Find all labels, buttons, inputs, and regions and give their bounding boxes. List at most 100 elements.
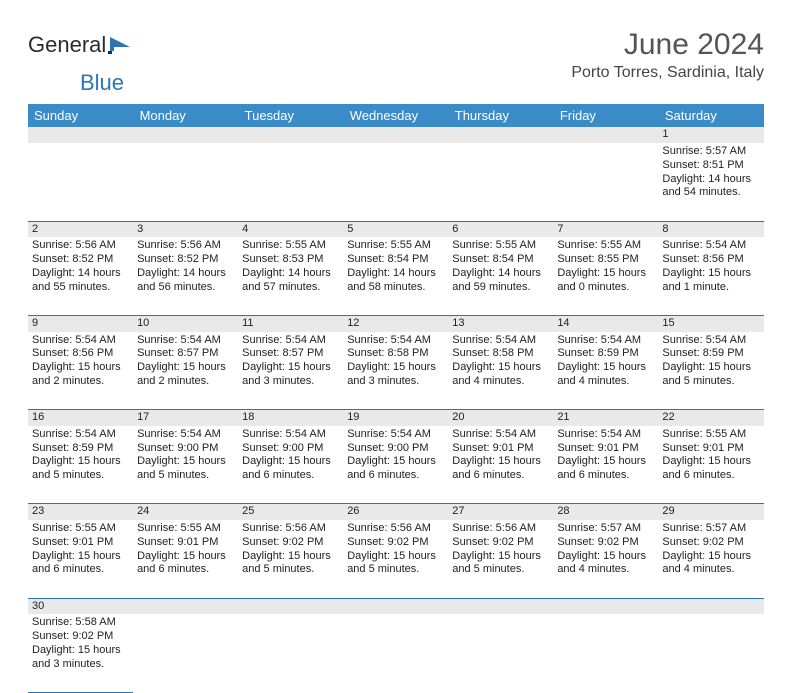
daylight: Daylight: 15 hours and 3 minutes. (32, 644, 129, 672)
dow-sat: Saturday (658, 104, 763, 127)
sunrise: Sunrise: 5:54 AM (32, 428, 129, 442)
day-number: 12 (343, 315, 448, 331)
day-cell: Sunrise: 5:56 AMSunset: 9:02 PMDaylight:… (343, 520, 448, 598)
day-cell (28, 143, 133, 221)
sunset: Sunset: 9:00 PM (347, 442, 444, 456)
daylight: Daylight: 15 hours and 6 minutes. (452, 455, 549, 483)
day-cell: Sunrise: 5:54 AMSunset: 8:59 PMDaylight:… (553, 332, 658, 410)
daylight: Daylight: 15 hours and 6 minutes. (662, 455, 759, 483)
sunset: Sunset: 8:52 PM (32, 253, 129, 267)
week-row: Sunrise: 5:54 AMSunset: 8:56 PMDaylight:… (28, 332, 764, 410)
sunset: Sunset: 8:56 PM (662, 253, 759, 267)
day-number: 22 (658, 410, 763, 426)
daylight: Daylight: 14 hours and 54 minutes. (662, 173, 759, 201)
day-cell: Sunrise: 5:55 AMSunset: 8:55 PMDaylight:… (553, 237, 658, 315)
day-cell (553, 143, 658, 221)
day-number: 26 (343, 504, 448, 520)
day-number: 3 (133, 221, 238, 237)
day-cell (343, 614, 448, 692)
day-cell: Sunrise: 5:55 AMSunset: 8:54 PMDaylight:… (448, 237, 553, 315)
daylight: Daylight: 15 hours and 1 minute. (662, 267, 759, 295)
calendar-table: Sunday Monday Tuesday Wednesday Thursday… (28, 104, 764, 693)
flag-icon (108, 35, 134, 55)
day-cell: Sunrise: 5:55 AMSunset: 8:54 PMDaylight:… (343, 237, 448, 315)
sunrise: Sunrise: 5:54 AM (137, 428, 234, 442)
daylight: Daylight: 14 hours and 56 minutes. (137, 267, 234, 295)
daylight: Daylight: 14 hours and 59 minutes. (452, 267, 549, 295)
sunrise: Sunrise: 5:54 AM (662, 239, 759, 253)
sunrise: Sunrise: 5:57 AM (662, 145, 759, 159)
sunset: Sunset: 9:02 PM (557, 536, 654, 550)
week-row: Sunrise: 5:58 AMSunset: 9:02 PMDaylight:… (28, 614, 764, 692)
day-cell: Sunrise: 5:54 AMSunset: 8:59 PMDaylight:… (28, 426, 133, 504)
dow-thu: Thursday (448, 104, 553, 127)
daylight: Daylight: 15 hours and 6 minutes. (32, 550, 129, 578)
week-row: Sunrise: 5:57 AMSunset: 8:51 PMDaylight:… (28, 143, 764, 221)
sunrise: Sunrise: 5:54 AM (242, 334, 339, 348)
sunset: Sunset: 8:58 PM (452, 347, 549, 361)
daylight: Daylight: 15 hours and 4 minutes. (557, 361, 654, 389)
day-cell: Sunrise: 5:54 AMSunset: 9:01 PMDaylight:… (553, 426, 658, 504)
week-row: Sunrise: 5:56 AMSunset: 8:52 PMDaylight:… (28, 237, 764, 315)
sunset: Sunset: 8:57 PM (242, 347, 339, 361)
sunset: Sunset: 9:01 PM (452, 442, 549, 456)
day-cell (658, 614, 763, 692)
day-number: 17 (133, 410, 238, 426)
sunset: Sunset: 9:01 PM (662, 442, 759, 456)
day-number: 11 (238, 315, 343, 331)
day-cell (238, 614, 343, 692)
day-cell (448, 143, 553, 221)
week-row: Sunrise: 5:55 AMSunset: 9:01 PMDaylight:… (28, 520, 764, 598)
sunrise: Sunrise: 5:54 AM (347, 334, 444, 348)
daylight: Daylight: 15 hours and 2 minutes. (137, 361, 234, 389)
day-number: 28 (553, 504, 658, 520)
daylight: Daylight: 15 hours and 5 minutes. (137, 455, 234, 483)
daylight: Daylight: 15 hours and 5 minutes. (452, 550, 549, 578)
dow-fri: Friday (553, 104, 658, 127)
day-number: 24 (133, 504, 238, 520)
day-cell (343, 143, 448, 221)
day-number: 10 (133, 315, 238, 331)
dow-sun: Sunday (28, 104, 133, 127)
sunrise: Sunrise: 5:55 AM (662, 428, 759, 442)
sunset: Sunset: 9:02 PM (242, 536, 339, 550)
day-cell: Sunrise: 5:55 AMSunset: 9:01 PMDaylight:… (28, 520, 133, 598)
daylight: Daylight: 15 hours and 5 minutes. (662, 361, 759, 389)
day-number: 20 (448, 410, 553, 426)
daylight: Daylight: 15 hours and 3 minutes. (347, 361, 444, 389)
sunset: Sunset: 9:01 PM (32, 536, 129, 550)
daylight: Daylight: 15 hours and 5 minutes. (32, 455, 129, 483)
daylight: Daylight: 15 hours and 5 minutes. (242, 550, 339, 578)
day-number: 21 (553, 410, 658, 426)
sunset: Sunset: 8:59 PM (662, 347, 759, 361)
daylight: Daylight: 15 hours and 4 minutes. (557, 550, 654, 578)
day-number: 6 (448, 221, 553, 237)
sunrise: Sunrise: 5:55 AM (242, 239, 339, 253)
day-cell: Sunrise: 5:56 AMSunset: 9:02 PMDaylight:… (448, 520, 553, 598)
sunrise: Sunrise: 5:54 AM (557, 428, 654, 442)
sunrise: Sunrise: 5:54 AM (137, 334, 234, 348)
daynum-row: 9101112131415 (28, 315, 764, 331)
daylight: Daylight: 15 hours and 6 minutes. (137, 550, 234, 578)
day-cell (553, 614, 658, 692)
sunrise: Sunrise: 5:54 AM (452, 428, 549, 442)
day-number: 8 (658, 221, 763, 237)
sunset: Sunset: 8:52 PM (137, 253, 234, 267)
day-number: 27 (448, 504, 553, 520)
day-number: 18 (238, 410, 343, 426)
week-row: Sunrise: 5:54 AMSunset: 8:59 PMDaylight:… (28, 426, 764, 504)
sunset: Sunset: 9:01 PM (557, 442, 654, 456)
brand-text-1: General (28, 32, 106, 58)
sunrise: Sunrise: 5:54 AM (662, 334, 759, 348)
sunset: Sunset: 8:51 PM (662, 159, 759, 173)
daylight: Daylight: 15 hours and 6 minutes. (557, 455, 654, 483)
day-cell: Sunrise: 5:54 AMSunset: 8:58 PMDaylight:… (343, 332, 448, 410)
day-cell: Sunrise: 5:57 AMSunset: 9:02 PMDaylight:… (553, 520, 658, 598)
day-cell: Sunrise: 5:56 AMSunset: 9:02 PMDaylight:… (238, 520, 343, 598)
day-cell: Sunrise: 5:54 AMSunset: 8:59 PMDaylight:… (658, 332, 763, 410)
sunrise: Sunrise: 5:55 AM (137, 522, 234, 536)
day-number (343, 127, 448, 143)
sunrise: Sunrise: 5:56 AM (242, 522, 339, 536)
dow-wed: Wednesday (343, 104, 448, 127)
sunset: Sunset: 8:55 PM (557, 253, 654, 267)
